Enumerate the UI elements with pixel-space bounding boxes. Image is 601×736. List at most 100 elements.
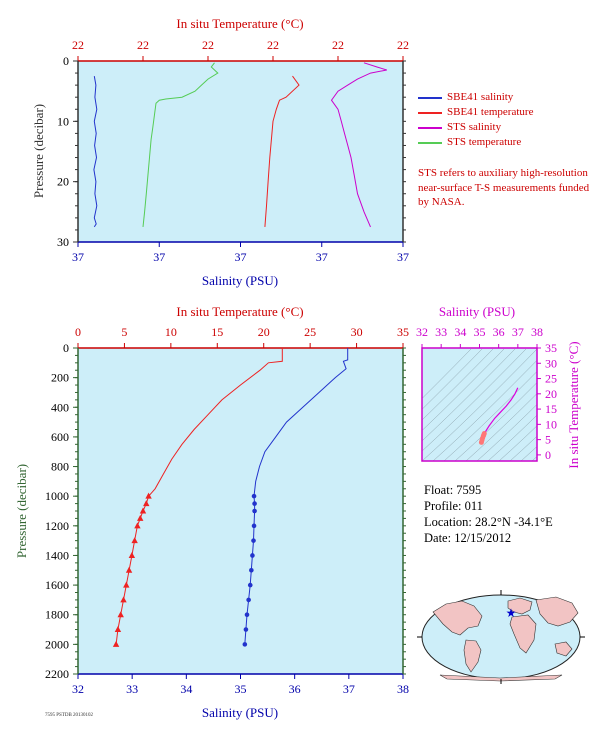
ts-isopycnal-line [422,348,527,452]
legend-label: SBE41 salinity [447,91,514,103]
ts-ticklabel-temperature: 10 [545,417,557,431]
float-marker-icon: ★ [506,606,517,620]
ts-isopycnal-line [520,446,537,461]
location: Location: 28.2°N -34.1°E [424,515,553,529]
ts-ticklabel-temperature: 25 [545,372,557,386]
temperature-marker [128,551,136,558]
top-series [93,62,387,228]
bottom-ticklabel-salinity: 35 [235,682,247,696]
bottom-ticklabel-pressure: 2000 [45,637,69,651]
footer-tiny-text: 7595 PSTDB 20130102 [45,713,94,718]
legend-item-sts-salinity: STS salinity [418,120,533,135]
bottom-xlabel-salinity: Salinity (PSU) [202,705,278,720]
top-ylabel-pressure: Pressure (decibar) [31,104,46,198]
ts-isopycnals [422,348,537,461]
salinity-marker [246,597,251,603]
ts-ticklabel-temperature: 30 [545,356,557,370]
top-ticklabel-salinity: 37 [235,250,247,264]
ts-isopycnal-line [443,371,537,461]
world-map: ★ [417,590,585,684]
ts-isopycnal-line [509,435,537,461]
bottom-ticklabel-pressure: 1800 [45,608,69,622]
ts-isopycnal-line [422,348,483,410]
legend-item-sbe41-salinity: SBE41 salinity [418,90,533,105]
bottom-axes: 0 5 10 15 20 25 30 35 32 33 34 35 36 37 38 0 200 400 600 80… [45,325,409,696]
bottom-ticklabel-pressure: 200 [51,371,69,385]
ts-plot-area [422,348,537,461]
ts-isopycnal-line [465,393,537,461]
top-ticklabel-salinity: 37 [72,250,84,264]
bottom-ticklabel-salinity: 37 [343,682,355,696]
bottom-ticklabel-pressure: 1200 [45,519,69,533]
ts-ticklabel-temperature: 5 [545,433,551,447]
ts-isopycnal-line [454,382,537,461]
salinity-marker [242,642,248,647]
top-ticklabel-pressure: 0 [63,54,69,68]
ts-ticklabel-salinity: 37 [512,325,524,339]
temperature-marker [137,514,144,521]
top-ticklabel-temperature: 22 [267,38,279,52]
salinity-marker [247,582,253,588]
bottom-ticklabel-temperature: 0 [75,325,81,339]
temperature-marker [114,626,122,633]
bottom-ticklabel-temperature: 15 [211,325,223,339]
bottom-series [112,348,349,647]
bottom-ticklabel-salinity: 33 [126,682,138,696]
top-ticklabel-salinity: 37 [316,250,328,264]
legend-item-sbe41-temperature: SBE41 temperature [418,105,533,120]
temperature-marker [131,537,138,544]
temperature-marker [125,566,133,573]
bottom-ticklabel-temperature: 35 [397,325,409,339]
ts-ticklabel-salinity: 33 [435,325,447,339]
ts-ticklabel-salinity: 35 [474,325,486,339]
ts-ylabel-temperature: In situ Temperature (°C) [566,341,581,468]
legend-swatch [418,96,442,99]
ts-ticklabel-temperature: 20 [545,387,557,401]
bottom-ticklabel-pressure: 1000 [45,489,69,503]
bottom-ticklabel-salinity: 34 [180,682,192,696]
ts-deep-point [481,432,487,438]
ts-series [478,387,519,445]
top-ticklabel-temperature: 22 [72,38,84,52]
legend: SBE41 salinity SBE41 temperature STS sal… [418,90,533,150]
legend-label: SBE41 temperature [447,106,534,118]
top-ticklabel-pressure: 10 [57,114,69,128]
top-ticklabel-temperature: 22 [202,38,214,52]
legend-item-sts-temperature: STS temperature [418,135,533,150]
legend-label: STS salinity [447,121,502,133]
bottom-title-temperature: In situ Temperature (°C) [176,304,303,319]
temperature-marker [143,500,150,507]
legend-label: STS temperature [447,136,522,148]
bottom-ticklabel-pressure: 400 [51,400,69,414]
salinity-marker [251,538,256,543]
salinity-marker [251,493,257,499]
ts-isopycnal-line [498,425,537,461]
ts-panel: Salinity (PSU) In situ Temperature (°C) … [416,304,581,469]
legend-swatch [418,141,442,144]
temperature-marker [117,611,124,618]
sts-note: STS refers to auxiliary high-resolution … [418,167,590,208]
temperature-marker [112,640,120,647]
salinity-marker [250,553,255,558]
ts-isopycnal-line [476,404,537,461]
salinity-marker [252,508,257,514]
salinity-marker [244,612,250,618]
top-plot-area [78,61,403,242]
temperature-marker [134,522,141,529]
ts-isopycnal-line [422,348,505,431]
ts-ticklabel-temperature: 35 [545,341,557,355]
bottom-ticklabel-pressure: 800 [51,460,69,474]
ts-isopycnal-line [422,348,494,421]
top-title-temperature: In situ Temperature (°C) [176,16,303,31]
temperature-marker [145,492,152,499]
salinity-marker [249,567,254,573]
top-panel: In situ Temperature (°C) Salinity (PSU) … [31,16,409,288]
bottom-ticklabel-pressure: 600 [51,430,69,444]
temperature-marker [139,507,147,514]
bottom-ticklabel-salinity: 36 [289,682,301,696]
legend-swatch [418,111,442,114]
float-id: Float: 7595 [424,483,482,497]
ts-ticklabel-temperature: 15 [545,402,557,416]
bottom-ylabel-pressure: Pressure (decibar) [14,464,29,558]
